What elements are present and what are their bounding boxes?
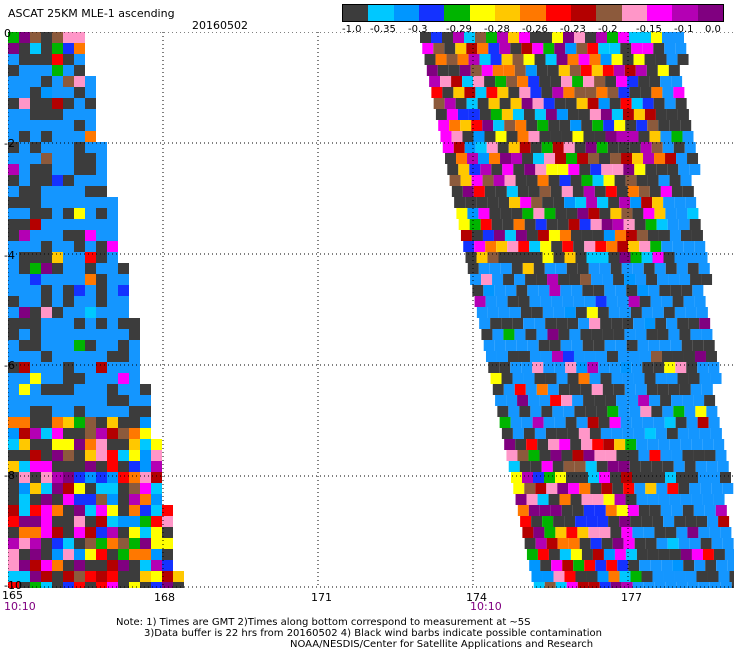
lon-label: 168 bbox=[154, 591, 175, 604]
colorbar-label: 0.0 bbox=[705, 24, 721, 35]
colorbar-segment bbox=[545, 5, 571, 21]
product-title: ASCAT 25KM MLE-1 ascending bbox=[8, 7, 175, 20]
colorbar-segment bbox=[520, 5, 546, 21]
swath-map bbox=[8, 32, 734, 588]
colorbar-segment bbox=[672, 5, 698, 21]
colorbar-segment bbox=[343, 5, 369, 21]
lat-label: -6 bbox=[4, 359, 15, 372]
colorbar-segment bbox=[621, 5, 647, 21]
colorbar-segment bbox=[494, 5, 521, 21]
lon-label: 174 bbox=[466, 591, 487, 604]
lon-label: 165 bbox=[2, 589, 23, 602]
colorbar-label: -1.0 bbox=[342, 24, 362, 35]
colorbar-label: -0.3 bbox=[408, 24, 428, 35]
note-line: NOAA/NESDIS/Center for Satellite Applica… bbox=[290, 639, 594, 650]
colorbar-label: -0.26 bbox=[522, 24, 548, 35]
lat-label: -2 bbox=[4, 137, 15, 150]
colorbar-segment bbox=[570, 5, 597, 21]
colorbar-label: -0.35 bbox=[370, 24, 396, 35]
colorbar-segment bbox=[393, 5, 419, 21]
lat-label: 0 bbox=[4, 27, 11, 40]
colorbar-segment bbox=[646, 5, 673, 21]
colorbar-segment bbox=[697, 5, 723, 21]
colorbar-segment bbox=[444, 5, 470, 21]
product-date: 20160502 bbox=[192, 19, 248, 32]
note-line: Note: 1) Times are GMT 2)Times along bot… bbox=[116, 617, 531, 628]
colorbar-label: -0.29 bbox=[446, 24, 472, 35]
note-line: 3)Data buffer is 22 hrs from 20160502 4)… bbox=[144, 628, 602, 639]
colorbar-label: -0.2 bbox=[598, 24, 618, 35]
colorbar-label: -0.1 bbox=[674, 24, 694, 35]
grid-lines bbox=[8, 32, 734, 588]
lat-label: -8 bbox=[4, 469, 15, 482]
swath-cells bbox=[8, 32, 734, 588]
colorbar bbox=[342, 4, 724, 22]
lon-label: 171 bbox=[311, 591, 332, 604]
colorbar-segment bbox=[418, 5, 445, 21]
lat-label: -10 bbox=[4, 579, 22, 592]
lat-label: -4 bbox=[4, 249, 15, 262]
colorbar-label: -0.15 bbox=[636, 24, 662, 35]
lon-label: 177 bbox=[621, 591, 642, 604]
time-label: 10:10 bbox=[470, 600, 502, 613]
colorbar-segment bbox=[596, 5, 622, 21]
colorbar-label: -0.28 bbox=[484, 24, 510, 35]
time-label: 10:10 bbox=[4, 600, 36, 613]
colorbar-label: -0.23 bbox=[560, 24, 586, 35]
colorbar-segment bbox=[368, 5, 394, 21]
colorbar-segment bbox=[469, 5, 495, 21]
